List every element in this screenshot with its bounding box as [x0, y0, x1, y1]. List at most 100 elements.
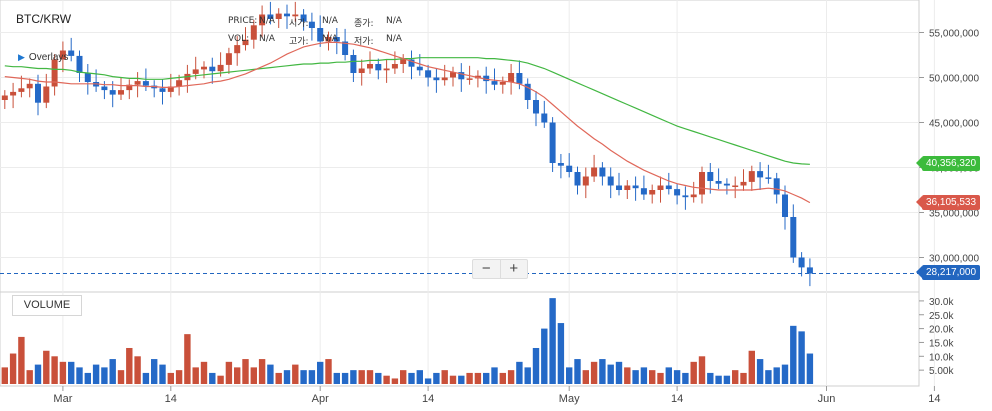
candle-body: [350, 55, 357, 73]
volume-bar: [582, 370, 589, 384]
volume-bar: [317, 361, 324, 384]
ma-short-line: [4, 41, 811, 204]
date-tick-label: Apr: [312, 393, 329, 405]
volume-bar: [292, 364, 299, 384]
volume-bar: [424, 378, 432, 384]
candle-body: [524, 83, 531, 100]
candle-body: [201, 66, 207, 70]
volume-bar: [549, 298, 556, 384]
volume-bar: [516, 361, 523, 384]
volume-bar: [225, 361, 233, 384]
volume-bar: [491, 367, 498, 384]
volume-bar: [192, 367, 199, 384]
candle-body: [225, 53, 232, 65]
overlays-toggle[interactable]: ▶ Overlays: [18, 52, 68, 63]
candle-body: [508, 73, 515, 82]
volume-bar: [682, 372, 689, 384]
play-icon: ▶: [18, 52, 25, 62]
candle-body: [640, 188, 647, 195]
volume-bar: [184, 334, 191, 384]
hover-high-value: N/A: [322, 34, 338, 44]
candle-body: [748, 171, 755, 182]
volume-bar: [366, 370, 374, 384]
volume-tick-label: 25.0k: [929, 311, 954, 322]
volume-bar: [142, 372, 150, 384]
candle-body: [806, 267, 813, 274]
candle-body: [118, 90, 124, 95]
volume-bar: [532, 347, 540, 384]
candle-body: [707, 172, 714, 181]
candle-body: [582, 176, 589, 186]
candle-body: [690, 194, 697, 198]
candle-body: [757, 171, 764, 178]
volume-bar: [541, 328, 548, 384]
volume-bar: [433, 372, 440, 384]
volume-bar: [798, 331, 805, 384]
candle-body: [209, 66, 216, 72]
volume-indicator-button[interactable]: VOLUME: [12, 295, 82, 316]
candle-body: [308, 21, 315, 28]
candle-body: [682, 195, 689, 198]
hover-vol-value: N/A: [259, 34, 275, 44]
volume-bar: [673, 370, 681, 384]
hover-low-value: N/A: [386, 34, 402, 44]
candle-body: [649, 190, 656, 195]
candle-body: [234, 45, 241, 54]
candle-body: [109, 90, 116, 95]
hover-price-value: N/A: [259, 16, 275, 26]
volume-bar: [391, 378, 399, 384]
volume-bar: [732, 370, 739, 384]
volume-bar: [350, 370, 357, 384]
zoom-in-button[interactable]: +: [499, 260, 528, 278]
candle-body: [76, 55, 83, 73]
candle-body: [616, 185, 622, 190]
candle-body: [383, 68, 390, 71]
volume-bar: [68, 361, 75, 384]
volume-bar: [300, 370, 307, 384]
volume-bar: [200, 361, 208, 384]
volume-bar: [43, 350, 50, 384]
volume-bar: [101, 367, 108, 384]
volume-bar: [707, 372, 714, 384]
candle-body: [466, 78, 473, 80]
volume-bar: [723, 375, 731, 384]
candle-body: [1, 95, 8, 100]
volume-bar: [615, 361, 623, 384]
candle-body: [483, 75, 490, 82]
ma-long-line: [4, 57, 810, 165]
price-tick-label: 35,000,000: [929, 209, 979, 220]
candle-body: [367, 64, 373, 69]
date-tick-label: 14: [165, 393, 177, 405]
candle-body: [607, 176, 614, 186]
volume-tick-label: 15.0k: [929, 338, 954, 349]
volume-tick-label: 30.0k: [929, 297, 954, 308]
volume-bar: [134, 356, 141, 384]
price-tick-label: 30,000,000: [929, 254, 979, 265]
volume-tick-label: 20.0k: [929, 325, 954, 336]
volume-bar: [781, 364, 789, 384]
zoom-out-button[interactable]: −: [481, 260, 491, 277]
volume-bar: [649, 370, 656, 384]
candle-body: [416, 66, 423, 71]
volume-bar: [250, 367, 257, 384]
volume-bar: [51, 356, 58, 384]
hover-close-label: 종가:: [354, 19, 374, 29]
candle-body: [499, 82, 506, 85]
date-tick-label: May: [559, 393, 580, 405]
hover-low-label: 저가:: [354, 37, 374, 47]
candle-body: [300, 14, 307, 22]
candle-body: [715, 181, 722, 184]
volume-bar: [18, 336, 25, 384]
candle-body: [591, 167, 598, 177]
volume-bar: [574, 359, 581, 384]
volume-bar: [308, 370, 316, 384]
volume-bar: [117, 370, 125, 384]
candle-body: [740, 181, 747, 186]
candle-body: [541, 113, 548, 123]
volume-bar: [258, 359, 266, 384]
volume-bar: [209, 372, 216, 384]
volume-bar: [499, 372, 506, 384]
volume-bar: [341, 372, 349, 384]
candle-body: [126, 84, 133, 91]
